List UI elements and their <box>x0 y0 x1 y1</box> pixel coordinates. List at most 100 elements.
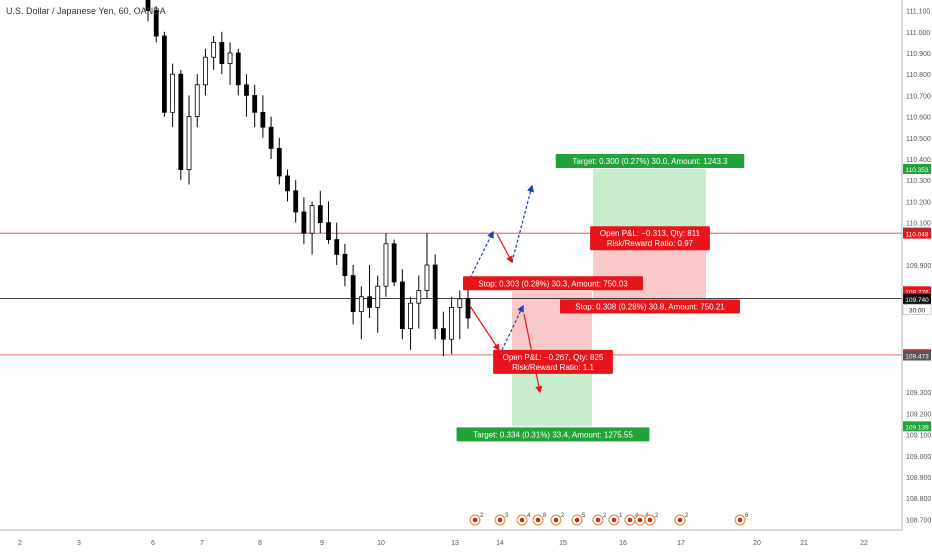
y-tick-label: 109.000 <box>906 454 931 461</box>
candle-body <box>326 222 331 240</box>
candle-body <box>268 126 274 149</box>
price-tag <box>903 228 931 239</box>
candle-body <box>342 253 348 276</box>
candles <box>145 0 471 357</box>
x-tick-label: 2 <box>18 540 22 547</box>
y-tick-label: 109.100 <box>906 433 931 440</box>
pnl-label: Risk/Reward Ratio: 0.97 <box>607 239 694 248</box>
candle-body <box>383 243 389 287</box>
candle-body <box>457 298 463 308</box>
x-tick-label: 6 <box>151 540 155 547</box>
event-dot <box>737 517 743 523</box>
candle-body <box>465 298 471 319</box>
target-label-bg <box>555 153 745 168</box>
y-tick-label: 108.900 <box>906 475 931 482</box>
profit-zone[interactable] <box>593 168 706 234</box>
y-tick-label: 109.200 <box>906 411 931 418</box>
candle-body <box>350 275 356 313</box>
stop-label: Stop: 0.303 (0.28%) 30.3, Amount: 750.03 <box>478 279 628 288</box>
event-count: 3 <box>505 513 509 519</box>
candle-body <box>399 281 405 329</box>
event-count: 5 <box>582 513 586 519</box>
x-tick-label: 20 <box>753 540 761 547</box>
candle-body <box>203 56 208 86</box>
event-markers: 2348252144226 <box>469 513 749 526</box>
stop-label-bg <box>463 276 643 291</box>
projection-arrow-blue <box>469 230 494 279</box>
candle-body <box>186 116 192 170</box>
candle-body <box>145 0 151 12</box>
price-tag-label: 109.740 <box>905 297 929 304</box>
projection-arrow-blue <box>501 304 524 351</box>
event-dot <box>535 517 541 523</box>
event-dot <box>611 517 617 523</box>
candle-body <box>285 175 290 192</box>
candle-body <box>375 285 381 308</box>
event-dot <box>574 517 580 523</box>
price-axis: 111.100 111.000 110.900 110.800 110.700 110.6… <box>901 0 932 550</box>
projection-arrow-red <box>469 305 500 352</box>
y-tick-label: 111.000 <box>906 30 930 37</box>
y-tick-label: 110.300 <box>906 178 931 185</box>
projection-arrow-red <box>496 233 513 264</box>
y-tick-label: 108.700 <box>906 517 931 524</box>
y-tick-label: 110.600 <box>906 115 931 122</box>
candle-body <box>219 42 225 65</box>
event-count: 2 <box>655 513 659 519</box>
event-dot <box>595 517 601 523</box>
candle-body <box>391 243 397 283</box>
event-count: 2 <box>480 513 484 519</box>
candle-body <box>358 296 364 313</box>
price-tag <box>903 293 931 304</box>
candle-body <box>170 73 176 113</box>
candle-body <box>260 111 266 128</box>
candle-body <box>432 264 438 329</box>
candle-body <box>178 73 184 170</box>
pnl-label: Open P&L: −0.267, Qty: 825 <box>503 353 604 362</box>
y-tick-label: 111.100 <box>906 9 930 16</box>
candle-body <box>211 42 217 58</box>
stop-label-bg <box>560 299 740 314</box>
pnl-label-bg <box>493 349 613 374</box>
y-tick-label: 110.100 <box>906 221 931 228</box>
candle-body <box>416 290 422 304</box>
candle-body <box>153 10 159 37</box>
price-axis-bg <box>902 0 932 550</box>
x-tick-label: 13 <box>451 540 459 547</box>
candle-body <box>317 205 323 223</box>
candle-body <box>194 84 200 118</box>
event-dot <box>677 517 683 523</box>
x-tick-label: 17 <box>677 540 685 547</box>
candle-body <box>276 147 282 177</box>
price-tag <box>903 163 931 174</box>
horizontal-lines <box>0 232 902 356</box>
candle-body <box>293 190 299 213</box>
x-tick-label: 15 <box>559 540 567 547</box>
time-axis: 2 3 6 7 8 9 10 13 14 15 16 17 20 21 22 <box>0 529 902 547</box>
candle-body <box>449 306 454 340</box>
event-count: 1 <box>619 513 623 519</box>
event-count: 4 <box>527 513 531 519</box>
stop-label: Stop: 0.308 (0.28%) 30.8, Amount: 750.21 <box>575 302 725 311</box>
price-tag-label: 109.776 <box>905 289 929 296</box>
event-dot <box>519 517 525 523</box>
x-tick-label: 21 <box>800 540 808 547</box>
x-tick-label: 7 <box>200 540 204 547</box>
event-dot <box>637 517 643 523</box>
price-tag <box>903 350 931 361</box>
pnl-label: Open P&L: −0.313, Qty: 811 <box>600 229 701 238</box>
y-tick-label: 109.300 <box>906 390 931 397</box>
x-tick-label: 3 <box>77 540 81 547</box>
price-tag <box>902 304 932 315</box>
event-dot <box>472 517 478 523</box>
target-label: Target: 0.300 (0.27%) 30.0, Amount: 1243… <box>572 157 728 166</box>
candle-body <box>424 264 430 291</box>
y-tick-label: 110.900 <box>906 51 931 58</box>
symbol-title: U.S. Dollar / Japanese Yen, 60, OANDA <box>6 6 166 16</box>
position-zones <box>512 168 706 427</box>
event-dot <box>627 517 633 523</box>
candle-body <box>227 52 233 65</box>
event-count: 2 <box>561 513 565 519</box>
